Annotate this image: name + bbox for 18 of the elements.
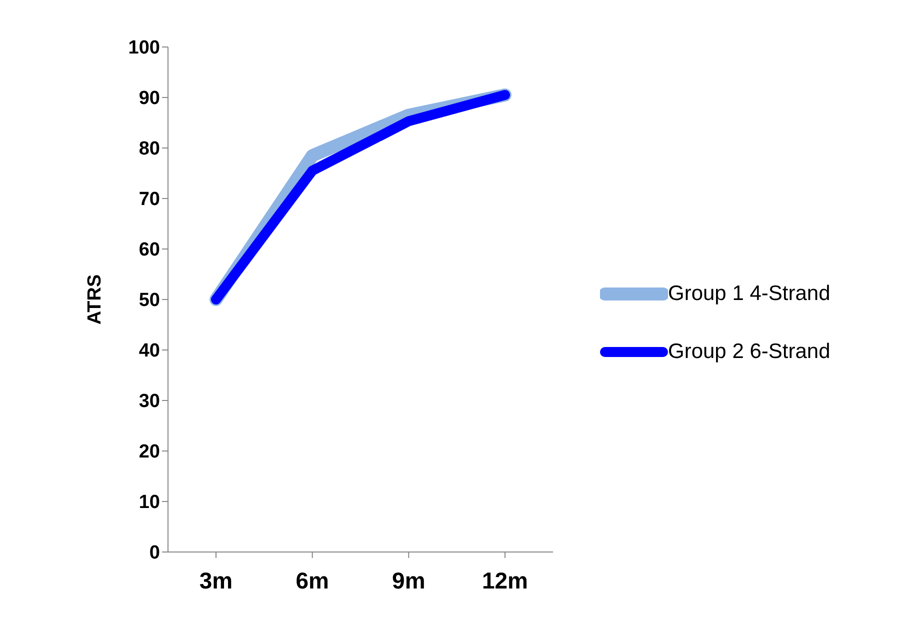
- y-tick-label: 100: [128, 38, 160, 59]
- x-tick-label: 3m: [199, 567, 233, 594]
- y-tick-label: 10: [138, 492, 160, 514]
- x-tick-label: 6m: [296, 567, 329, 594]
- legend-label: Group 2 6-Strand: [668, 340, 830, 364]
- y-tick-label: 70: [138, 189, 160, 210]
- y-tick-label: 60: [138, 240, 160, 261]
- y-axis-title: ATRS: [84, 274, 106, 325]
- legend-label: Group 1 4-Strand: [668, 282, 830, 306]
- y-tick-label: 20: [138, 442, 160, 463]
- x-tick-label: 12m: [482, 567, 528, 594]
- y-tick-label: 90: [138, 88, 160, 110]
- y-tick-label: 80: [138, 138, 160, 160]
- y-tick-label: 40: [138, 340, 160, 362]
- y-tick-label: 50: [138, 290, 160, 312]
- x-tick-label: 9m: [392, 567, 426, 594]
- y-tick-label: 30: [138, 391, 160, 412]
- y-tick-label: 0: [149, 542, 160, 564]
